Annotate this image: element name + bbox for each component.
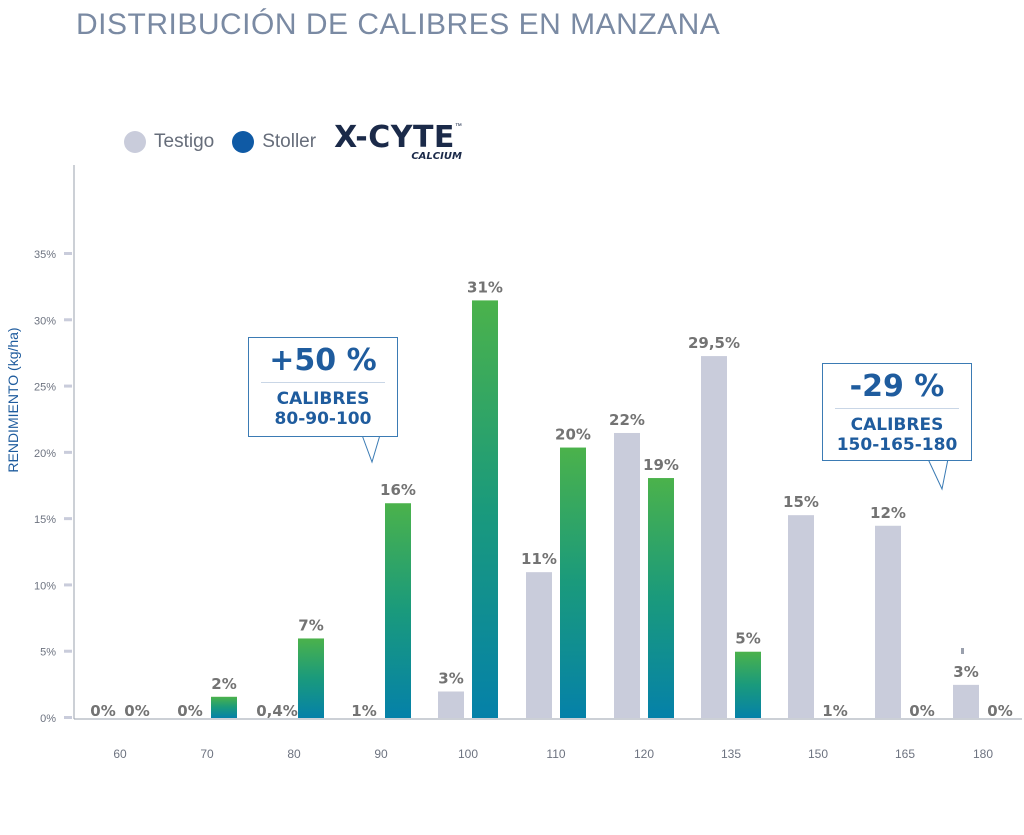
y-tick-mark bbox=[64, 517, 72, 521]
callout-left-tail bbox=[361, 434, 381, 464]
callout-left-range: 80-90-100 bbox=[274, 409, 372, 429]
label-stoller-90: 16% bbox=[380, 481, 416, 499]
label-testigo-90: 1% bbox=[351, 702, 376, 720]
label-stoller-180: 0% bbox=[987, 702, 1012, 720]
label-testigo-180: 3% bbox=[953, 663, 978, 681]
y-tick-label: 10% bbox=[34, 580, 56, 592]
label-testigo-120: 22% bbox=[609, 411, 645, 429]
y-tick-mark bbox=[64, 318, 72, 322]
callout-left: +50 % CALIBRES 80-90-100 bbox=[248, 337, 398, 437]
bar-stoller-80 bbox=[298, 638, 324, 718]
callout-right-label: CALIBRES bbox=[850, 415, 944, 435]
x-tick-label: 135 bbox=[721, 747, 741, 761]
legend-label-testigo: Testigo bbox=[154, 131, 215, 152]
y-tick-mark bbox=[64, 450, 72, 454]
legend-label-stoller: Stoller bbox=[262, 131, 317, 152]
label-stoller-70: 2% bbox=[211, 675, 236, 693]
label-testigo-165: 12% bbox=[870, 504, 906, 522]
brand-logo: X-CYTE ™ CALCIUM bbox=[334, 119, 462, 162]
y-tick-label: 20% bbox=[34, 448, 56, 460]
bar-testigo-150 bbox=[788, 515, 814, 718]
bar-testigo-180 bbox=[953, 684, 979, 718]
bar-stoller-135 bbox=[735, 651, 761, 718]
small-marker bbox=[961, 648, 964, 654]
label-stoller-60: 0% bbox=[124, 702, 149, 720]
y-tick-mark bbox=[64, 583, 72, 587]
legend-swatch-stoller bbox=[232, 131, 255, 153]
x-tick-label: 70 bbox=[200, 747, 214, 761]
label-stoller-135: 5% bbox=[735, 630, 760, 648]
legend-item-stoller: Stoller bbox=[232, 131, 316, 153]
x-tick-label: 110 bbox=[546, 747, 565, 761]
y-tick-label: 5% bbox=[40, 647, 56, 659]
callout-left-divider bbox=[261, 382, 385, 383]
label-testigo-80: 0,4% bbox=[256, 702, 298, 720]
label-testigo-110: 11% bbox=[521, 550, 557, 568]
x-tick-label: 90 bbox=[374, 747, 388, 761]
legend: Testigo Stoller X-CYTE ™ CALCIUM bbox=[124, 122, 462, 162]
bar-stoller-120 bbox=[648, 478, 674, 718]
label-stoller-120: 19% bbox=[643, 456, 679, 474]
y-tick-label: 0% bbox=[40, 713, 56, 725]
callout-right-value: -29 % bbox=[849, 369, 945, 404]
bar-testigo-135 bbox=[701, 356, 727, 718]
x-tick-label: 80 bbox=[287, 747, 301, 761]
chart-title: DISTRIBUCIÓN DE CALIBRES EN MANZANA bbox=[76, 8, 721, 41]
y-tick-mark bbox=[64, 384, 72, 388]
callout-right: -29 % CALIBRES 150-165-180 bbox=[822, 363, 972, 461]
x-tick-label: 120 bbox=[634, 747, 654, 761]
label-stoller-165: 0% bbox=[909, 702, 934, 720]
bar-stoller-70 bbox=[211, 696, 237, 718]
label-stoller-100: 31% bbox=[467, 278, 503, 296]
label-testigo-70: 0% bbox=[177, 702, 202, 720]
label-stoller-150: 1% bbox=[822, 702, 847, 720]
bar-stoller-110 bbox=[560, 447, 586, 718]
y-tick-label: 15% bbox=[34, 514, 56, 526]
bar-testigo-100 bbox=[438, 691, 464, 718]
y-tick-mark bbox=[64, 649, 72, 653]
x-tick-label: 60 bbox=[113, 747, 127, 761]
y-tick-label: 30% bbox=[34, 315, 56, 327]
label-testigo-150: 15% bbox=[783, 493, 819, 511]
bar-stoller-100 bbox=[472, 300, 498, 718]
callout-left-label: CALIBRES bbox=[276, 389, 370, 409]
brand-sub: CALCIUM bbox=[411, 150, 462, 162]
label-stoller-110: 20% bbox=[555, 426, 591, 444]
x-tick-label: 165 bbox=[895, 747, 915, 761]
bar-stoller-90 bbox=[385, 503, 411, 718]
label-testigo-60: 0% bbox=[90, 702, 115, 720]
y-tick-mark bbox=[64, 716, 72, 719]
y-tick-label: 35% bbox=[34, 249, 56, 261]
callout-right-tail bbox=[927, 458, 949, 491]
bar-testigo-110 bbox=[526, 572, 552, 718]
brand-tm: ™ bbox=[454, 122, 462, 130]
callout-right-range: 150-165-180 bbox=[836, 435, 958, 455]
x-tick-label: 180 bbox=[973, 747, 993, 761]
label-testigo-100: 3% bbox=[438, 669, 463, 687]
y-tick-mark bbox=[64, 252, 72, 255]
callout-right-divider bbox=[835, 408, 959, 409]
x-tick-label: 150 bbox=[808, 747, 828, 761]
y-tick-label: 25% bbox=[34, 382, 56, 394]
legend-swatch-testigo bbox=[124, 131, 146, 153]
y-axis-label: RENDIMIENTO (kg/ha) bbox=[5, 327, 21, 472]
label-testigo-135: 29,5% bbox=[688, 334, 740, 352]
callout-left-value: +50 % bbox=[269, 343, 377, 378]
bar-testigo-120 bbox=[614, 432, 640, 718]
legend-item-testigo: Testigo bbox=[124, 131, 214, 153]
brand-name: X-CYTE bbox=[334, 119, 455, 155]
x-tick-label: 100 bbox=[458, 747, 478, 761]
bar-testigo-165 bbox=[875, 525, 901, 718]
label-stoller-80: 7% bbox=[298, 616, 323, 634]
